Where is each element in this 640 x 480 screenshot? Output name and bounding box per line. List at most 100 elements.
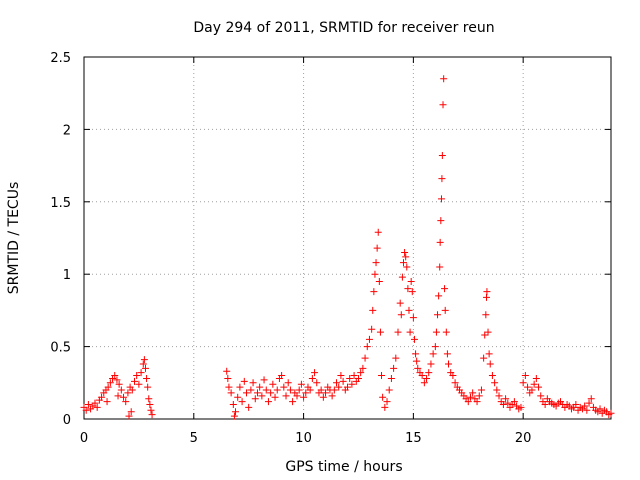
data-point bbox=[374, 228, 382, 236]
data-point bbox=[410, 335, 418, 343]
data-point bbox=[115, 380, 123, 388]
data-point bbox=[596, 405, 604, 413]
data-point bbox=[438, 175, 446, 183]
data-point bbox=[495, 392, 503, 400]
data-point bbox=[278, 372, 286, 380]
data-point bbox=[475, 392, 483, 400]
y-tick-label: 2.5 bbox=[50, 51, 71, 66]
y-tick-label: 2 bbox=[63, 123, 71, 138]
data-point bbox=[106, 379, 114, 387]
y-tick-label: 0.5 bbox=[50, 341, 71, 356]
data-point bbox=[333, 379, 341, 387]
data-point bbox=[404, 285, 412, 293]
data-point bbox=[381, 403, 389, 411]
data-point bbox=[306, 386, 314, 394]
data-point bbox=[258, 392, 266, 400]
x-tick-label: 20 bbox=[515, 431, 532, 446]
data-point bbox=[335, 383, 343, 391]
data-point bbox=[440, 75, 448, 83]
data-point bbox=[607, 409, 615, 417]
y-tick-label: 1 bbox=[63, 268, 71, 283]
data-point bbox=[396, 299, 404, 307]
grid-lines bbox=[84, 57, 611, 419]
data-point bbox=[443, 350, 451, 358]
data-point bbox=[264, 398, 272, 406]
data-point bbox=[451, 379, 459, 387]
data-point bbox=[436, 263, 444, 271]
data-point bbox=[587, 395, 595, 403]
data-point bbox=[251, 395, 259, 403]
data-point bbox=[308, 374, 316, 382]
data-point bbox=[137, 369, 145, 377]
data-point bbox=[420, 379, 428, 387]
data-point bbox=[535, 383, 543, 391]
data-point bbox=[354, 374, 362, 382]
data-point bbox=[379, 393, 387, 401]
axis-ticks: 0 5 10 15 20 0 0.5 1 1.5 2 2.5 bbox=[50, 51, 611, 446]
data-point bbox=[431, 343, 439, 351]
data-point bbox=[363, 343, 371, 351]
data-point bbox=[398, 273, 406, 281]
data-point bbox=[537, 392, 545, 400]
data-point bbox=[339, 377, 347, 385]
data-point bbox=[442, 328, 450, 336]
data-point bbox=[249, 379, 257, 387]
data-point bbox=[297, 380, 305, 388]
data-point bbox=[114, 392, 122, 400]
data-point bbox=[357, 369, 365, 377]
data-point bbox=[344, 383, 351, 391]
data-point bbox=[232, 408, 240, 416]
data-point bbox=[328, 392, 336, 400]
data-point bbox=[441, 285, 449, 293]
data-point bbox=[481, 331, 489, 339]
data-point bbox=[293, 392, 301, 400]
data-point bbox=[103, 398, 111, 406]
y-axis-label: SRMTID / TECUs bbox=[6, 182, 22, 295]
data-point bbox=[427, 360, 435, 368]
data-point bbox=[240, 377, 248, 385]
data-point bbox=[144, 383, 152, 391]
data-point bbox=[482, 311, 490, 319]
data-point bbox=[499, 401, 507, 409]
data-point bbox=[449, 372, 457, 380]
data-point bbox=[225, 383, 233, 391]
data-point bbox=[370, 288, 378, 296]
data-point bbox=[441, 306, 449, 314]
data-points bbox=[80, 75, 615, 420]
data-point bbox=[253, 389, 261, 397]
data-point bbox=[82, 406, 90, 414]
x-axis-label: GPS time / hours bbox=[285, 459, 402, 475]
data-point bbox=[521, 372, 529, 380]
data-point bbox=[406, 328, 414, 336]
data-point bbox=[128, 386, 136, 394]
plot-frame bbox=[83, 56, 612, 420]
data-point bbox=[438, 151, 446, 159]
data-point bbox=[104, 383, 112, 391]
data-point bbox=[413, 357, 421, 365]
data-point bbox=[530, 380, 538, 388]
x-tick-label: 5 bbox=[190, 431, 198, 446]
data-point bbox=[302, 389, 310, 397]
data-point bbox=[120, 393, 128, 401]
y-tick-label: 1.5 bbox=[50, 196, 71, 211]
data-point bbox=[403, 263, 411, 271]
data-point bbox=[425, 369, 433, 377]
data-point bbox=[146, 401, 154, 409]
data-point bbox=[317, 386, 325, 394]
data-point bbox=[435, 292, 443, 300]
data-point bbox=[227, 389, 235, 397]
data-point bbox=[148, 411, 156, 419]
data-point bbox=[122, 398, 130, 406]
data-point bbox=[439, 101, 447, 109]
data-point bbox=[348, 380, 356, 388]
data-point bbox=[273, 386, 281, 394]
data-point bbox=[98, 393, 106, 401]
data-point bbox=[289, 398, 297, 406]
data-point bbox=[361, 354, 369, 362]
data-point bbox=[337, 372, 345, 380]
data-point bbox=[282, 392, 290, 400]
data-point bbox=[394, 328, 402, 336]
data-point bbox=[262, 386, 270, 394]
data-point bbox=[583, 406, 591, 414]
data-point bbox=[131, 377, 139, 385]
